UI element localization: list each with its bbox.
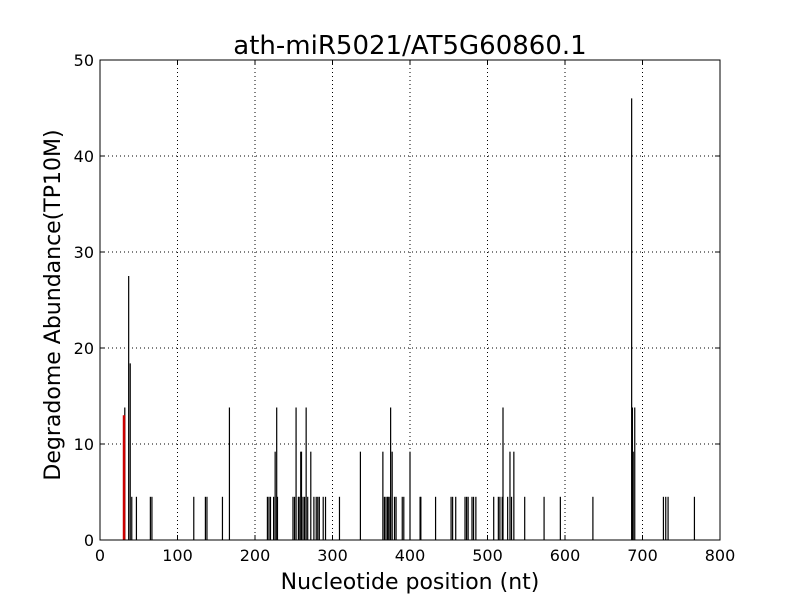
x-tick-label: 800 <box>705 546 736 565</box>
y-axis-label: Degradome Abundance(TP10M) <box>41 129 66 480</box>
y-tick-label: 0 <box>84 531 94 550</box>
y-tick-label: 30 <box>74 243 94 262</box>
y-tick-label: 20 <box>74 339 94 358</box>
x-tick-label: 0 <box>95 546 105 565</box>
y-tick-label: 40 <box>74 147 94 166</box>
x-tick-label: 400 <box>395 546 426 565</box>
x-tick-label: 100 <box>162 546 193 565</box>
x-tick-label: 500 <box>472 546 503 565</box>
x-tick-label: 300 <box>317 546 348 565</box>
x-tick-label: 200 <box>240 546 271 565</box>
grid-lines <box>100 60 720 540</box>
x-axis-label: Nucleotide position (nt) <box>281 570 540 595</box>
y-tick-label: 10 <box>74 435 94 454</box>
x-tick-label: 700 <box>627 546 658 565</box>
y-tick-label: 50 <box>74 51 94 70</box>
bar-series <box>122 98 696 540</box>
x-tick-label: 600 <box>550 546 581 565</box>
chart-title: ath-miR5021/AT5G60860.1 <box>233 31 586 61</box>
axis-ticks: 0 100 200 300 400 500 600 700 800 0 10 20 30 40 50 <box>74 51 736 565</box>
